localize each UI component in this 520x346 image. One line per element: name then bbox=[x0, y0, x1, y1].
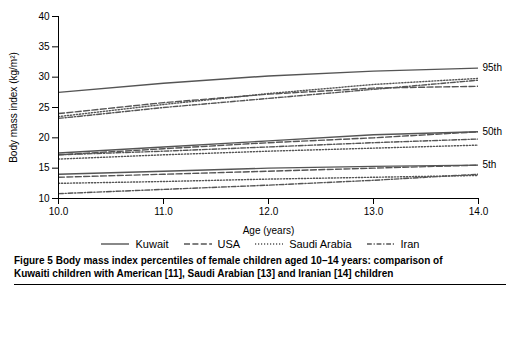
svg-text:Age (years): Age (years) bbox=[243, 225, 295, 236]
html-text:Kuwait: Kuwait bbox=[135, 238, 169, 250]
svg-text:50th: 50th bbox=[483, 126, 502, 137]
svg-text:13.0: 13.0 bbox=[364, 206, 384, 217]
svg-text:Body mass index (kg/m²): Body mass index (kg/m²) bbox=[8, 52, 19, 163]
html-text:Iran: Iran bbox=[400, 238, 420, 250]
svg-text:12.0: 12.0 bbox=[259, 206, 279, 217]
svg-text:10.0: 10.0 bbox=[49, 206, 69, 217]
html-text:USA: USA bbox=[217, 238, 241, 250]
svg-text:20: 20 bbox=[38, 132, 50, 143]
svg-text:95th: 95th bbox=[483, 62, 502, 73]
svg-text:5th: 5th bbox=[483, 159, 497, 170]
svg-text:10: 10 bbox=[38, 193, 50, 204]
svg-text:11.0: 11.0 bbox=[154, 206, 173, 217]
svg-text:40: 40 bbox=[38, 11, 50, 22]
svg-text:30: 30 bbox=[38, 71, 50, 82]
html-text:Saudi Arabia: Saudi Arabia bbox=[289, 238, 352, 250]
svg-text:25: 25 bbox=[38, 102, 50, 113]
html-text:Figure 5 Body mass index perce: Figure 5 Body mass index percentiles of … bbox=[14, 255, 443, 279]
svg-text:14.0: 14.0 bbox=[469, 206, 489, 217]
svg-text:35: 35 bbox=[38, 41, 50, 52]
svg-text:15: 15 bbox=[38, 162, 50, 173]
